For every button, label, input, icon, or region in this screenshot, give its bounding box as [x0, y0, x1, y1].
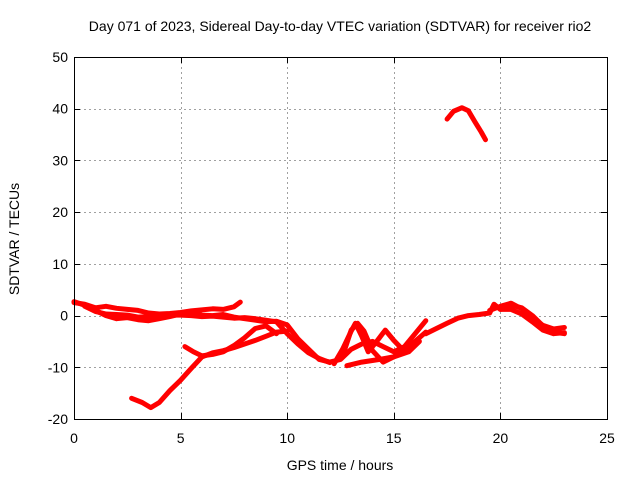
x-tick-label: 5: [177, 430, 185, 446]
y-tick-label: -10: [48, 359, 68, 375]
series-s12: [444, 105, 488, 143]
series-s4: [129, 328, 290, 411]
y-tick-label: -20: [48, 411, 68, 427]
x-axis-label: GPS time / hours: [287, 457, 394, 473]
axis-ticks: 0 5 10 15 20 25 -20 -10 0 10 20 30 40 50: [48, 49, 615, 446]
series-s3: [82, 303, 333, 366]
y-tick-label: 0: [60, 308, 68, 324]
series-s7: [340, 320, 429, 365]
series-s8: [344, 338, 422, 369]
y-tick-label: 10: [52, 256, 68, 272]
grid: [74, 57, 607, 419]
y-tick-label: 40: [52, 101, 68, 117]
x-tick-label: 25: [599, 430, 615, 446]
series-s5: [182, 323, 279, 359]
plot-frame: [74, 57, 608, 420]
y-tick-label: 20: [52, 204, 68, 220]
chart-title: Day 071 of 2023, Sidereal Day-to-day VTE…: [89, 18, 592, 34]
x-tick-label: 10: [279, 430, 295, 446]
y-axis-label: SDTVAR / TECUs: [6, 183, 22, 295]
series-s10: [487, 300, 567, 332]
series-group: [71, 105, 567, 411]
y-tick-label: 30: [52, 152, 68, 168]
x-tick-label: 0: [70, 430, 78, 446]
x-tick-label: 20: [493, 430, 509, 446]
y-tick-label: 50: [52, 49, 68, 65]
series-s11: [497, 306, 567, 337]
x-tick-label: 15: [386, 430, 402, 446]
